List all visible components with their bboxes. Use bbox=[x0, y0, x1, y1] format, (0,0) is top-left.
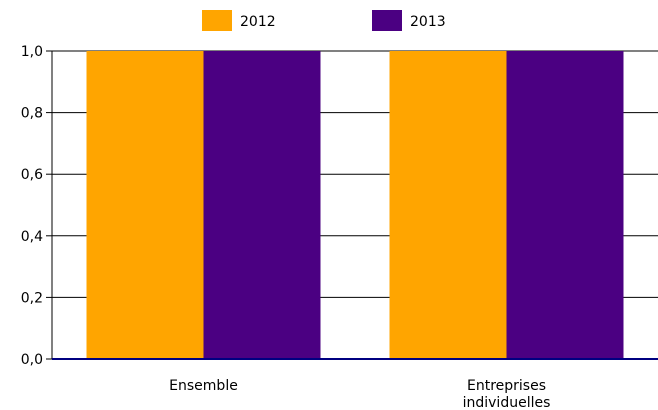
x-category-label: Entreprises bbox=[467, 378, 546, 394]
axes bbox=[51, 51, 658, 360]
y-tick-label: 0,6 bbox=[21, 167, 43, 183]
bars bbox=[86, 51, 624, 359]
y-tick-labels: 0,0 0,2 0,4 0,6 0,8 1,0 bbox=[21, 44, 43, 368]
legend-swatch bbox=[202, 10, 232, 31]
y-tick-label: 0,2 bbox=[21, 290, 43, 306]
bar bbox=[203, 51, 321, 359]
y-tick-label: 0,8 bbox=[21, 106, 43, 122]
legend-swatch bbox=[372, 10, 402, 31]
bar bbox=[389, 51, 507, 359]
legend-label: 2012 bbox=[240, 14, 276, 30]
y-tick-label: 0,0 bbox=[21, 352, 43, 368]
bar bbox=[86, 51, 204, 359]
bar bbox=[506, 51, 624, 359]
y-tick-label: 0,4 bbox=[21, 229, 43, 245]
x-category-label: individuelles bbox=[463, 395, 551, 410]
x-category-label: Ensemble bbox=[169, 378, 238, 394]
y-tick-label: 1,0 bbox=[21, 44, 43, 60]
legend: 2012 2013 bbox=[202, 10, 446, 31]
legend-label: 2013 bbox=[410, 14, 446, 30]
